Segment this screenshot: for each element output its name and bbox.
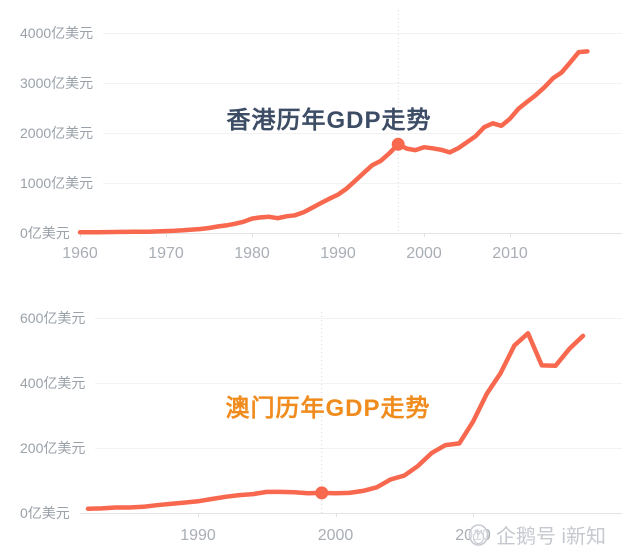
gridline-row: 4000亿美元: [20, 24, 622, 42]
x-axis-label: 2000: [406, 245, 442, 262]
watermark: 企鹅号 i新知: [466, 520, 606, 549]
x-axis-label: 1980: [234, 245, 270, 262]
x-axis-label: 1990: [320, 245, 356, 262]
x-axis-label: 2010: [492, 245, 528, 262]
gridline: [95, 382, 622, 384]
gridline-row: 600亿美元: [20, 309, 622, 327]
y-axis-label: 3000亿美元: [20, 75, 94, 91]
y-axis-label: 200亿美元: [20, 440, 86, 456]
axis-tick: [252, 233, 253, 237]
axis-tick: [166, 233, 167, 237]
y-axis-label: 1000亿美元: [20, 175, 94, 191]
gdp-trend-line: [77, 49, 590, 235]
gridline: [103, 32, 622, 34]
gdp-trend-line: [85, 331, 586, 512]
y-axis-label: 400亿美元: [20, 375, 86, 391]
hk-chart-title: 香港历年GDP走势: [226, 107, 432, 134]
axis-tick: [198, 513, 199, 517]
axis-tick: [338, 233, 339, 237]
x-axis-line: [79, 512, 622, 514]
axis-tick: [80, 233, 81, 237]
y-axis-label: 4000亿美元: [20, 25, 94, 41]
gridline: [95, 317, 622, 319]
y-axis-label: 600亿美元: [20, 310, 86, 326]
axis-tick: [424, 233, 425, 237]
gridline: [95, 447, 622, 449]
x-axis-label: 1990: [180, 527, 216, 544]
gridline-row: 200亿美元: [20, 439, 622, 457]
y-axis-label: 0亿美元: [20, 505, 70, 521]
handover-marker-dot: [391, 137, 405, 151]
gridline-row: 3000亿美元: [20, 74, 622, 92]
watermark-text: 企鹅号 i新知: [496, 526, 606, 548]
x-axis-label: 2000: [317, 527, 354, 544]
y-axis-label: 0亿美元: [20, 225, 70, 241]
handover-marker-dot: [315, 486, 329, 500]
x-axis-label: 1970: [148, 245, 184, 262]
gridline-row: 0亿美元: [20, 224, 622, 242]
axis-tick: [510, 233, 511, 237]
axis-tick: [335, 513, 337, 517]
mo-chart-title: 澳门历年GDP走势: [225, 395, 431, 422]
gridline-row: 2000亿美元: [20, 124, 622, 142]
x-axis-label: 1960: [62, 245, 98, 262]
gridline-row: 1000亿美元: [20, 174, 622, 192]
penguin-logo-icon: [468, 524, 489, 546]
gridline-row: 400亿美元: [20, 374, 622, 392]
gridline: [103, 182, 622, 184]
axis-tick: [473, 513, 474, 517]
y-axis-label: 2000亿美元: [20, 125, 94, 141]
gridline: [103, 82, 622, 84]
gridline-row: 0亿美元: [20, 504, 622, 522]
gridline: [103, 132, 622, 134]
x-axis-line: [79, 232, 622, 234]
